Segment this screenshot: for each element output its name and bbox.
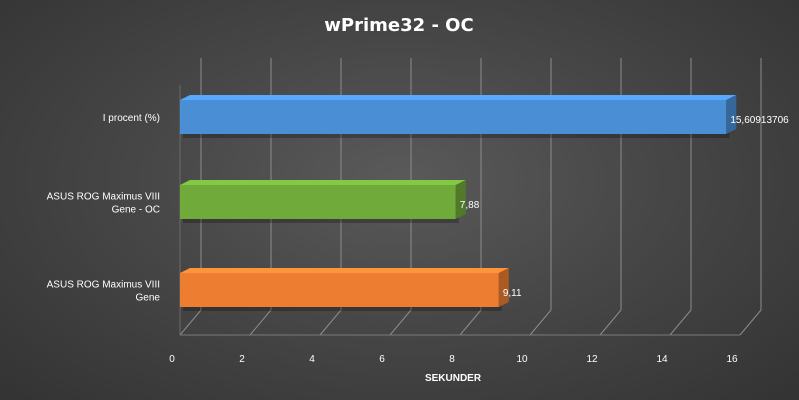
bar-top (180, 180, 466, 185)
bar (180, 273, 499, 307)
data-label: 9,11 (503, 288, 522, 299)
gridline-base (669, 309, 692, 336)
bar (180, 100, 727, 134)
gridline-base (249, 309, 272, 336)
bar-end (455, 180, 466, 219)
x-tick-label: 2 (239, 354, 245, 365)
category-label: I procent (%) (103, 113, 160, 124)
x-tick-label: 14 (656, 354, 668, 365)
gridline-base (739, 309, 762, 336)
x-axis-title: SEKUNDER (425, 373, 482, 384)
x-tick-label: 10 (516, 354, 528, 365)
x-tick-label: 16 (726, 354, 738, 365)
data-label: 7,88 (460, 200, 480, 211)
gridline-base (319, 309, 342, 336)
bar-end (726, 95, 737, 134)
bar-top (180, 268, 509, 273)
bar-end (498, 268, 509, 307)
category-label: ASUS ROG Maximus VIII (47, 280, 160, 291)
gridline-base (599, 309, 622, 336)
x-tick-label: 12 (586, 354, 598, 365)
x-tick-label: 6 (379, 354, 385, 365)
x-tick-label: 4 (309, 354, 315, 365)
bar-top (180, 95, 737, 100)
category-label: Gene - OC (112, 205, 160, 216)
chart-title: wPrime32 - OC (324, 15, 473, 36)
gridline-base (529, 309, 552, 336)
data-label: 15,60913706 (730, 115, 789, 126)
gridline-base (459, 309, 482, 336)
gridline-base (389, 309, 412, 336)
bar (180, 185, 456, 219)
x-tick-label: 8 (449, 354, 455, 365)
category-label: ASUS ROG Maximus VIII (47, 192, 160, 203)
x-tick-label: 0 (169, 354, 175, 365)
gridline-base (179, 309, 202, 336)
bars (180, 95, 737, 311)
labels: 0 2 4 6 8 10 12 14 16 15,60913706 I procent (%) 7,8… (47, 113, 790, 365)
category-label: Gene (136, 293, 161, 304)
